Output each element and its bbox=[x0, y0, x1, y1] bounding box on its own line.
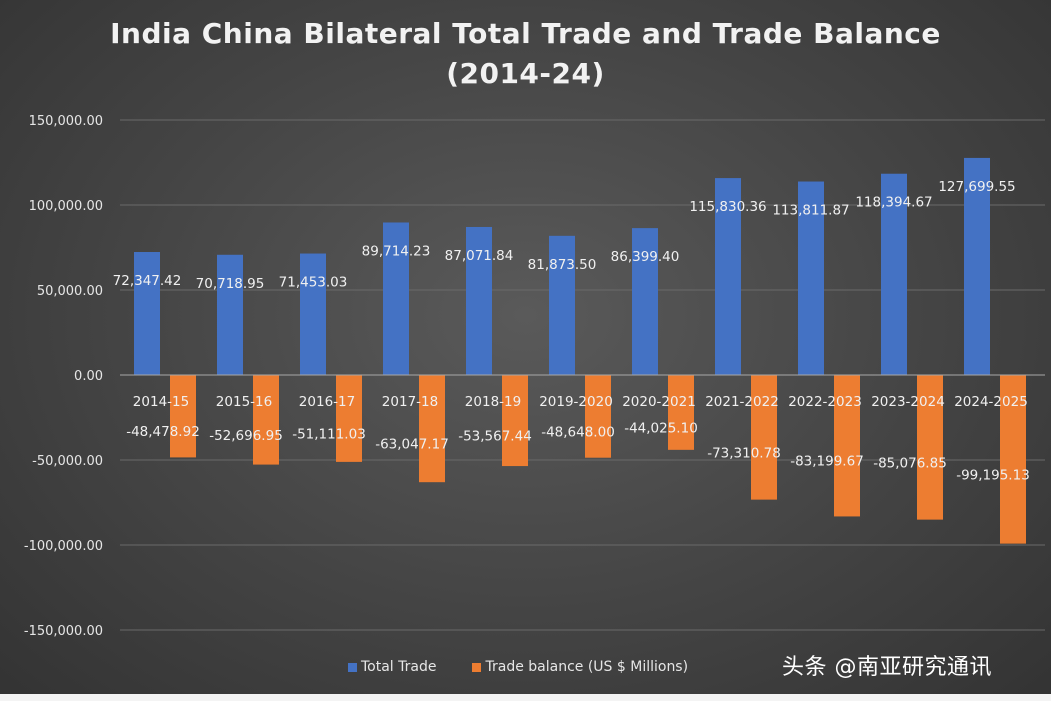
x-tick-label: 2023-2024 bbox=[871, 394, 945, 410]
x-tick-label: 2020-2021 bbox=[622, 394, 696, 410]
data-label-trade-balance: -83,199.67 bbox=[790, 454, 864, 470]
data-label-total-trade: 86,399.40 bbox=[611, 249, 680, 265]
data-label-trade-balance: -48,648.00 bbox=[541, 424, 615, 440]
y-tick-label: 0.00 bbox=[74, 369, 103, 384]
bar-total-trade bbox=[881, 173, 907, 375]
x-tick-label: 2014-15 bbox=[133, 394, 189, 410]
y-tick-label: 50,000.00 bbox=[37, 284, 103, 299]
data-label-total-trade: 71,453.03 bbox=[279, 275, 348, 291]
bar-trade-balance bbox=[336, 375, 362, 462]
x-axis-category-labels: 2014-15 2015-16 2016-17 2017-18 2018-19 2019-… bbox=[133, 394, 1028, 410]
x-tick-label: 2018-19 bbox=[465, 394, 521, 410]
bar-trade-balance bbox=[502, 375, 528, 467]
data-label-total-trade: 89,714.23 bbox=[362, 243, 431, 259]
bottom-border bbox=[0, 694, 1051, 701]
data-label-total-trade: 127,699.55 bbox=[938, 179, 1015, 195]
y-tick-label: -100,000.00 bbox=[24, 539, 103, 554]
legend-label-trade-balance: Trade balance (US $ Millions) bbox=[485, 659, 689, 675]
data-label-trade-balance: -44,025.10 bbox=[624, 420, 698, 436]
x-tick-label: 2022-2023 bbox=[788, 394, 862, 410]
bar-total-trade bbox=[300, 253, 326, 375]
data-label-total-trade: 81,873.50 bbox=[528, 257, 597, 273]
bar-trade-balance bbox=[668, 375, 694, 450]
bar-total-trade bbox=[217, 254, 243, 375]
data-label-total-trade: 118,394.67 bbox=[855, 195, 932, 211]
data-label-trade-balance: -99,195.13 bbox=[956, 467, 1030, 483]
bar-trade-balance bbox=[585, 375, 611, 458]
bar-total-trade bbox=[383, 222, 409, 375]
legend-label-total-trade: Total Trade bbox=[361, 659, 437, 675]
data-label-trade-balance: -53,567.44 bbox=[458, 429, 532, 445]
y-tick-label: 150,000.00 bbox=[29, 114, 103, 129]
legend: Total Trade Trade balance (US $ Millions… bbox=[348, 659, 688, 675]
data-label-total-trade: 72,347.42 bbox=[113, 273, 182, 289]
data-labels: 72,347.42 -48,478.92 70,718.95 -52,696.95 71… bbox=[113, 179, 1030, 483]
x-tick-label: 2019-2020 bbox=[539, 394, 613, 410]
legend-swatch-total-trade bbox=[348, 662, 357, 672]
legend-item-trade-balance: Trade balance (US $ Millions) bbox=[472, 659, 688, 675]
bar-total-trade bbox=[632, 228, 658, 375]
data-label-trade-balance: -85,076.85 bbox=[873, 455, 947, 471]
chart-title-line-1: India China Bilateral Total Trade and Tr… bbox=[110, 17, 941, 50]
x-tick-label: 2015-16 bbox=[216, 394, 272, 410]
data-label-total-trade: 113,811.87 bbox=[772, 203, 849, 219]
x-tick-label: 2017-18 bbox=[382, 394, 438, 410]
data-label-trade-balance: -73,310.78 bbox=[707, 445, 781, 461]
y-tick-label: 100,000.00 bbox=[29, 199, 103, 214]
legend-swatch-trade-balance bbox=[472, 662, 482, 672]
legend-item-total-trade: Total Trade bbox=[348, 659, 436, 675]
bar-total-trade bbox=[466, 226, 492, 375]
chart-title: India China Bilateral Total Trade and Tr… bbox=[0, 14, 1051, 94]
bar-trade-balance bbox=[1000, 375, 1026, 544]
data-label-total-trade: 87,071.84 bbox=[445, 248, 514, 264]
bar-total-trade bbox=[134, 252, 160, 375]
x-tick-label: 2016-17 bbox=[299, 394, 355, 410]
bar-trade-balance bbox=[253, 375, 279, 465]
chart-title-line-2: (2014-24) bbox=[446, 57, 605, 90]
bar-total-trade bbox=[798, 181, 824, 375]
y-tick-label: -150,000.00 bbox=[24, 624, 103, 639]
x-tick-label: 2021-2022 bbox=[705, 394, 779, 410]
data-label-total-trade: 70,718.95 bbox=[196, 276, 265, 292]
data-label-trade-balance: -52,696.95 bbox=[209, 428, 283, 444]
bars bbox=[134, 157, 1026, 544]
bar-total-trade bbox=[549, 235, 575, 375]
bar-trade-balance bbox=[917, 375, 943, 520]
x-tick-label: 2024-2025 bbox=[954, 394, 1028, 410]
bar-total-trade bbox=[964, 157, 990, 375]
bar-trade-balance bbox=[834, 375, 860, 517]
bar-trade-balance bbox=[170, 375, 196, 458]
y-tick-label: -50,000.00 bbox=[32, 454, 103, 469]
data-label-trade-balance: -63,047.17 bbox=[375, 437, 449, 453]
data-label-total-trade: 115,830.36 bbox=[689, 199, 766, 215]
bar-trade-balance bbox=[419, 375, 445, 483]
watermark: 头条 @南亚研究通讯 bbox=[782, 655, 992, 680]
bar-total-trade bbox=[715, 178, 741, 375]
y-axis-tick-labels: 150,000.00 100,000.00 50,000.00 0.00 -50,000… bbox=[24, 114, 103, 639]
data-label-trade-balance: -51,111.03 bbox=[292, 426, 366, 442]
data-label-trade-balance: -48,478.92 bbox=[126, 424, 200, 440]
bar-trade-balance bbox=[751, 375, 777, 500]
